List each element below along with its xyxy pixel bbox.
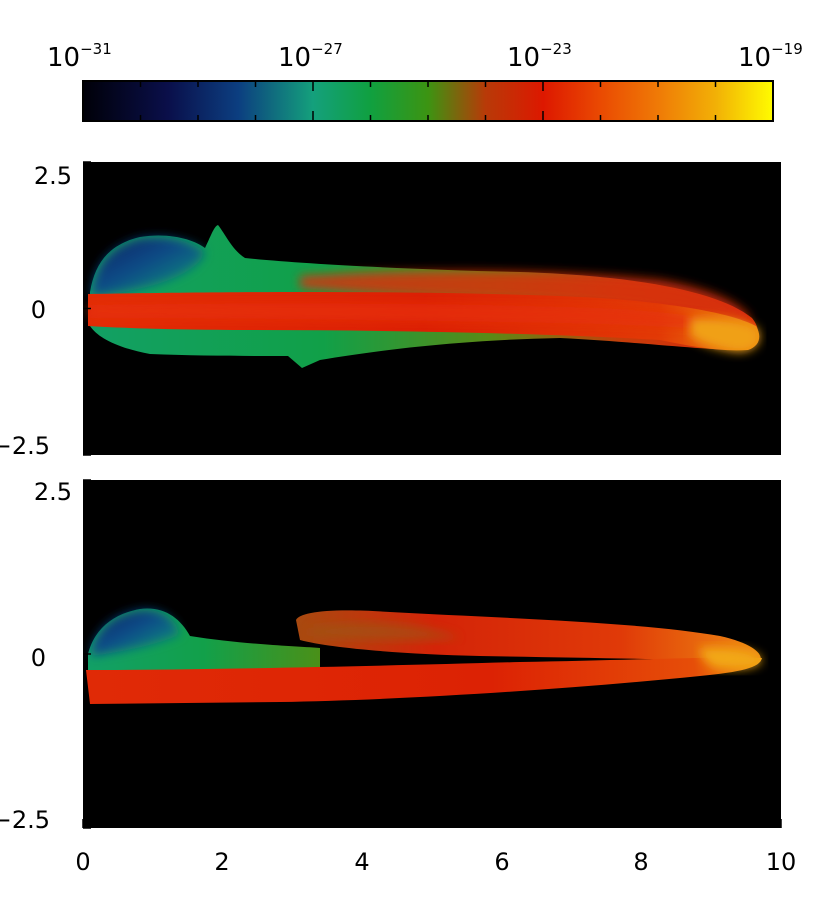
colorbar-gradient — [82, 80, 774, 122]
x-tick-label: 4 — [354, 848, 369, 876]
top-y-tick-label: −2.5 — [0, 432, 50, 460]
x-tick-label: 8 — [633, 848, 648, 876]
colorbar-tick-label: 10−23 — [507, 40, 572, 73]
colorbar: 10−31 10−27 10−23 10−19 — [47, 40, 803, 122]
bottom-y-tick-label: 0 — [31, 644, 46, 672]
top-panel-ticks — [83, 161, 91, 456]
colorbar-tick-label: 10−27 — [278, 40, 343, 73]
x-tick-label: 2 — [214, 848, 229, 876]
colorbar-ticks — [82, 81, 774, 121]
x-tick-label: 6 — [494, 848, 509, 876]
bottom-jet — [86, 657, 762, 704]
bottom-y-tick-label: −2.5 — [0, 806, 50, 834]
top-panel-density-map — [88, 225, 760, 368]
colorbar-tick-label: 10−31 — [47, 40, 112, 73]
bottom-jet-head — [700, 647, 762, 669]
x-tick-label: 0 — [75, 848, 90, 876]
bottom-panel-density-map — [86, 608, 762, 704]
bottom-lobe — [92, 609, 180, 656]
top-jet-head — [690, 317, 760, 352]
x-tick-label: 10 — [766, 848, 797, 876]
top-panel: 2.5 0 −2.5 — [0, 161, 781, 460]
bottom-upper-lobe — [296, 610, 761, 662]
bottom-panel-ticks — [82, 479, 782, 829]
top-y-tick-label: 2.5 — [34, 162, 72, 190]
bottom-shear-layer — [310, 623, 460, 641]
top-jet-core — [90, 303, 748, 330]
bottom-panel: 2.5 0 −2.5 0 2 4 6 8 10 — [0, 478, 796, 876]
top-lobe — [92, 236, 205, 296]
bottom-y-tick-label: 2.5 — [34, 478, 72, 506]
top-y-tick-label: 0 — [31, 296, 46, 324]
colorbar-tick-label: 10−19 — [738, 40, 803, 73]
